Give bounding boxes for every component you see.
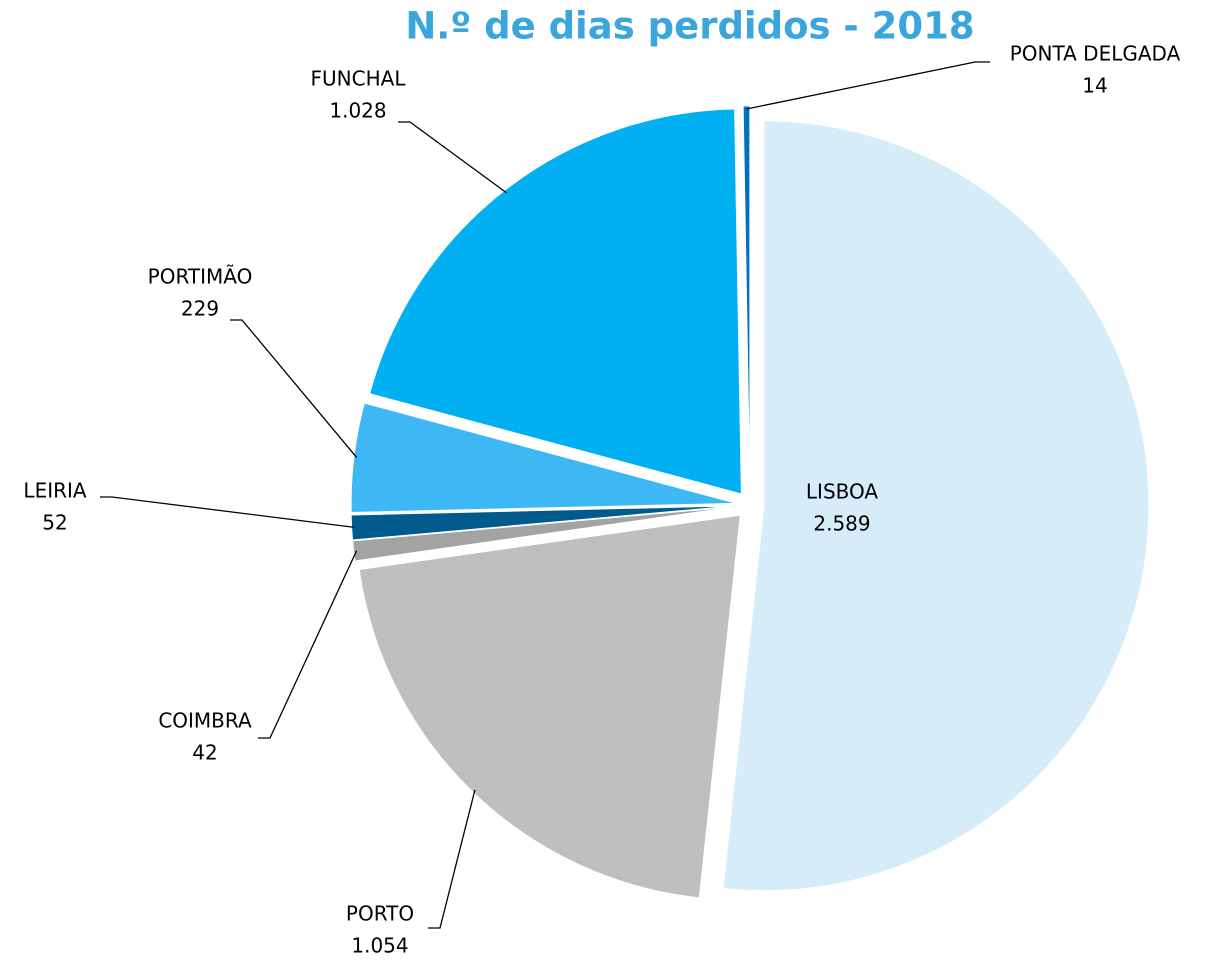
pie-slice xyxy=(358,514,741,899)
slice-value: 1.054 xyxy=(351,934,408,958)
slice-label: COIMBRA xyxy=(158,709,252,733)
chart-title: N.º de dias perdidos - 2018 xyxy=(405,5,974,48)
leader-line xyxy=(428,789,476,929)
leader-line xyxy=(746,61,990,110)
slice-label: FUNCHAL xyxy=(311,67,407,91)
slice-label: LISBOA xyxy=(806,480,878,504)
leader-line xyxy=(398,121,507,194)
leader-line xyxy=(258,550,358,739)
pie-slice xyxy=(742,105,751,492)
slice-value: 52 xyxy=(42,511,67,535)
slice-label: LEIRIA xyxy=(23,479,86,503)
slice-label: PONTA DELGADA xyxy=(1010,42,1181,66)
slice-value: 42 xyxy=(192,741,217,765)
slice-value: 14 xyxy=(1082,74,1107,98)
slice-value: 1.028 xyxy=(329,99,386,123)
pie-slice xyxy=(352,506,737,562)
leader-line xyxy=(100,496,355,528)
pie-slice xyxy=(350,402,737,514)
slice-label: PORTO xyxy=(346,902,414,926)
leader-line xyxy=(230,319,358,459)
pie-slice xyxy=(369,108,742,495)
pie-slice xyxy=(722,120,1150,892)
slice-label: PORTIMÃO xyxy=(148,265,253,289)
slice-value: 2.589 xyxy=(813,512,870,536)
slice-value: 229 xyxy=(181,297,219,321)
